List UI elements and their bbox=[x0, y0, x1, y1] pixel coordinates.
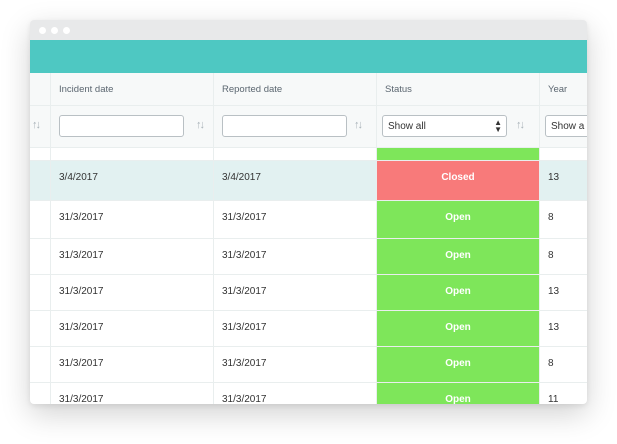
sort-arrows-icon[interactable]: ↑↓ bbox=[354, 119, 363, 131]
incident-date-cell: 31/3/2017 bbox=[51, 347, 214, 383]
incident-date-cell: 31/3/2017 bbox=[51, 239, 214, 275]
status-cell: Open bbox=[377, 383, 540, 404]
window-dot-icon bbox=[63, 27, 70, 34]
year-cell: 8 bbox=[540, 347, 587, 383]
spacer-cell bbox=[30, 148, 51, 161]
year-cell: 8 bbox=[540, 239, 587, 275]
leading-filter-cell: ↑↓ bbox=[30, 106, 51, 148]
reported-date-cell: 31/3/2017 bbox=[214, 311, 377, 347]
window-titlebar bbox=[30, 20, 587, 40]
updown-caret-icon: ▲ ▼ bbox=[494, 118, 502, 134]
window-dot-icon bbox=[51, 27, 58, 34]
status-filter-select[interactable]: Show all ▲ ▼ bbox=[382, 115, 507, 137]
reported-date-filter-input[interactable] bbox=[222, 115, 347, 137]
incident-date-filter-input[interactable] bbox=[59, 115, 184, 137]
row-leading-cell bbox=[30, 311, 51, 347]
row-leading-cell bbox=[30, 161, 51, 201]
incident-date-cell: 3/4/2017 bbox=[51, 161, 214, 201]
reported-date-cell: 31/3/2017 bbox=[214, 347, 377, 383]
app-header-bar bbox=[30, 40, 587, 73]
reported-date-cell: 31/3/2017 bbox=[214, 383, 377, 404]
window-dot-icon bbox=[39, 27, 46, 34]
spacer-cell bbox=[214, 148, 377, 161]
column-header-reported-date[interactable]: Reported date bbox=[214, 73, 377, 106]
year-filter-value: Show a bbox=[551, 121, 585, 132]
filter-cell-reported-date: ↑↓ bbox=[214, 106, 377, 148]
filter-cell-incident-date: ↑↓ bbox=[51, 106, 214, 148]
row-leading-cell bbox=[30, 275, 51, 311]
year-cell: 13 bbox=[540, 311, 587, 347]
status-spacer-cell bbox=[377, 148, 540, 161]
column-header-status[interactable]: Status bbox=[377, 73, 540, 106]
year-cell: 8 bbox=[540, 201, 587, 239]
year-cell: 11 bbox=[540, 383, 587, 404]
status-cell: Open bbox=[377, 275, 540, 311]
year-filter-select[interactable]: Show a bbox=[545, 115, 587, 137]
filter-cell-status: Show all ▲ ▼ ↑↓ bbox=[377, 106, 540, 148]
column-header-label: Reported date bbox=[222, 84, 283, 95]
incident-date-cell: 31/3/2017 bbox=[51, 275, 214, 311]
row-leading-cell bbox=[30, 347, 51, 383]
sort-arrows-icon[interactable]: ↑↓ bbox=[196, 119, 205, 131]
incidents-table: Incident date Reported date Status Year … bbox=[30, 73, 587, 404]
status-cell: Closed bbox=[377, 161, 540, 201]
incident-date-cell: 31/3/2017 bbox=[51, 383, 214, 404]
row-leading-cell bbox=[30, 201, 51, 239]
spacer-cell bbox=[540, 148, 587, 161]
incident-date-cell: 31/3/2017 bbox=[51, 201, 214, 239]
sort-arrows-icon[interactable]: ↑↓ bbox=[32, 119, 41, 131]
year-cell: 13 bbox=[540, 161, 587, 201]
reported-date-cell: 31/3/2017 bbox=[214, 275, 377, 311]
column-header-label: Year bbox=[548, 84, 568, 95]
status-cell: Open bbox=[377, 239, 540, 275]
column-header-label: Incident date bbox=[59, 84, 114, 95]
browser-window: Incident date Reported date Status Year … bbox=[30, 20, 587, 404]
year-cell: 13 bbox=[540, 275, 587, 311]
leading-column-header bbox=[30, 73, 51, 106]
incident-date-cell: 31/3/2017 bbox=[51, 311, 214, 347]
status-filter-value: Show all bbox=[388, 121, 426, 132]
column-header-label: Status bbox=[385, 84, 412, 95]
column-header-year[interactable]: Year bbox=[540, 73, 587, 106]
sort-arrows-icon[interactable]: ↑↓ bbox=[516, 119, 525, 131]
status-cell: Open bbox=[377, 347, 540, 383]
filter-cell-year: Show a bbox=[540, 106, 587, 148]
status-cell: Open bbox=[377, 201, 540, 239]
reported-date-cell: 3/4/2017 bbox=[214, 161, 377, 201]
column-header-incident-date[interactable]: Incident date bbox=[51, 73, 214, 106]
status-cell: Open bbox=[377, 311, 540, 347]
spacer-cell bbox=[51, 148, 214, 161]
reported-date-cell: 31/3/2017 bbox=[214, 201, 377, 239]
row-leading-cell bbox=[30, 239, 51, 275]
row-leading-cell bbox=[30, 383, 51, 404]
reported-date-cell: 31/3/2017 bbox=[214, 239, 377, 275]
